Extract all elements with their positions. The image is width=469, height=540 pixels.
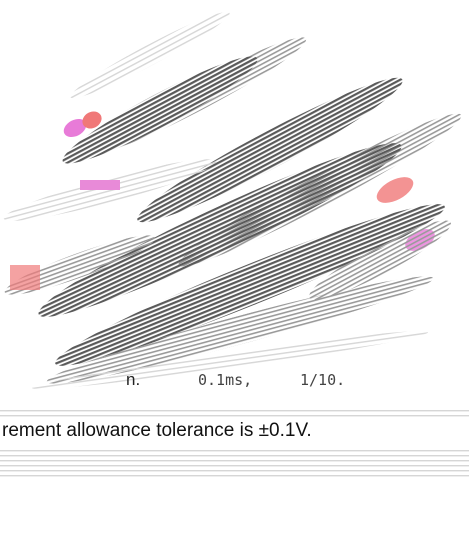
text-fragment: 1/10. [300, 371, 345, 389]
text-fragment: rement allowance tolerance is ±0.1V. [2, 420, 312, 441]
text-fragment: 0.1ms, [198, 371, 252, 389]
text-fragment: n. [126, 370, 140, 389]
streak-artifacts [0, 11, 469, 478]
